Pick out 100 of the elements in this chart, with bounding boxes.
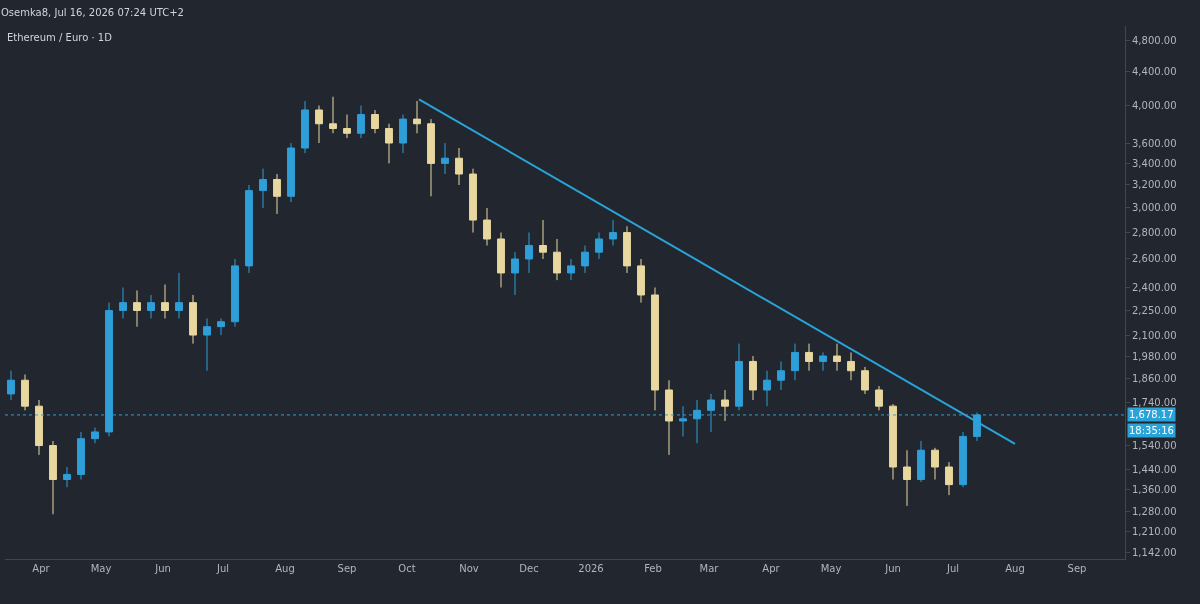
x-tick-label: Jul [945, 563, 960, 574]
candlestick [945, 461, 953, 496]
y-tick-label: 1,142.00 [1132, 546, 1177, 558]
candlestick [469, 168, 477, 234]
y-tick-label: 3,600.00 [1132, 137, 1177, 149]
y-tick-label: 4,000.00 [1132, 100, 1177, 111]
y-tick-label: 1,980.00 [1132, 350, 1177, 362]
candlestick [49, 440, 57, 515]
candlestick [7, 370, 15, 401]
x-tick-label: Sep [1067, 563, 1087, 574]
x-tick-label: Apr [32, 563, 51, 574]
candlestick [959, 431, 967, 488]
candlestick [931, 447, 939, 480]
candlestick [777, 360, 785, 391]
candlestick [553, 238, 561, 281]
y-tick-label: 3,200.00 [1132, 179, 1177, 191]
x-tick-label: May [90, 563, 112, 574]
candlestick [427, 118, 435, 197]
candlestick [819, 351, 827, 372]
candlestick [805, 343, 813, 372]
y-tick-label: 1,210.00 [1132, 525, 1177, 537]
candlestick [637, 258, 645, 304]
text: 18:35:16 [1129, 425, 1174, 436]
y-tick-label: 1,540.00 [1132, 440, 1177, 452]
y-tick-label: 1,360.00 [1132, 484, 1177, 496]
x-tick-label: Oct [398, 563, 416, 574]
y-tick-label: 2,400.00 [1132, 281, 1177, 293]
candlestick [749, 355, 757, 401]
candlestick [441, 142, 449, 175]
y-tick-label: 1,740.00 [1132, 396, 1177, 408]
candlestick [665, 379, 673, 456]
text: Osemka8, Jul 16, 2026 07:24 UTC+2 [1, 7, 184, 18]
candlestick [581, 245, 589, 274]
x-tick-label: Jul [215, 563, 230, 574]
candlestick [35, 399, 43, 456]
candlestick [315, 105, 323, 144]
candlestick [455, 147, 463, 186]
x-tick-label: Jun [884, 563, 901, 574]
candlestick [189, 294, 197, 345]
y-tick-label: 1,860.00 [1132, 372, 1177, 384]
candlestick [903, 449, 911, 507]
y-tick-label: 3,400.00 [1132, 157, 1177, 169]
candlestick [651, 286, 659, 411]
y-tick-label: 3,000.00 [1132, 202, 1177, 214]
candlestick [889, 403, 897, 480]
x-tick-label: 2026 [578, 563, 604, 574]
candlestick [833, 343, 841, 372]
candlestick [63, 466, 71, 488]
candlestick [385, 123, 393, 164]
candlestick [399, 114, 407, 154]
x-tick-label: Feb [644, 563, 662, 574]
y-tick-label: 2,250.00 [1132, 304, 1177, 316]
candlestick [497, 232, 505, 288]
candlestick [847, 351, 855, 381]
x-tick-label: Dec [519, 563, 539, 574]
candlestick [175, 272, 183, 319]
candlestick [595, 232, 603, 260]
candlestick [301, 100, 309, 154]
y-tick-label: 2,800.00 [1132, 227, 1177, 239]
y-tick-label: 1,440.00 [1132, 463, 1177, 475]
candlestick [623, 225, 631, 274]
candlestick [161, 284, 169, 319]
x-tick-label: May [820, 563, 842, 574]
candlestick [231, 258, 239, 328]
candlestick [371, 109, 379, 134]
candlestick [567, 258, 575, 281]
candlestick [763, 370, 771, 407]
candlestick [791, 343, 799, 381]
candlestick [147, 294, 155, 319]
y-tick-label: 2,100.00 [1132, 329, 1177, 341]
candlestick [917, 440, 925, 483]
candlestick [77, 431, 85, 480]
candlestick [259, 168, 267, 209]
x-tick-label: Mar [699, 563, 720, 574]
text: Ethereum / Euro · 1D [7, 32, 113, 43]
candlestick [721, 389, 729, 422]
candlestick [287, 142, 295, 203]
candlestick [735, 343, 743, 411]
x-tick-label: Aug [1005, 563, 1025, 574]
ref-line-label: 1,678.17 [1129, 409, 1174, 420]
candlestick [119, 286, 127, 319]
candlestick [875, 385, 883, 411]
candlestick [217, 317, 225, 336]
candlestick [203, 317, 211, 372]
candlestick [91, 427, 99, 444]
candlestick [21, 373, 29, 411]
candlestick [413, 100, 421, 134]
candlestick [861, 366, 869, 395]
candlestick [329, 96, 337, 134]
x-tick-label: Nov [459, 563, 479, 574]
x-tick-label: Jun [154, 563, 171, 574]
candlestick [343, 114, 351, 139]
y-tick-label: 4,400.00 [1132, 66, 1177, 78]
candlestick [483, 207, 491, 247]
x-tick-label: Aug [275, 563, 295, 574]
candlestick [245, 184, 253, 274]
candlestick [539, 219, 547, 260]
candlestick [511, 251, 519, 296]
x-tick-label: Apr [762, 563, 781, 574]
candlestick [609, 219, 617, 247]
